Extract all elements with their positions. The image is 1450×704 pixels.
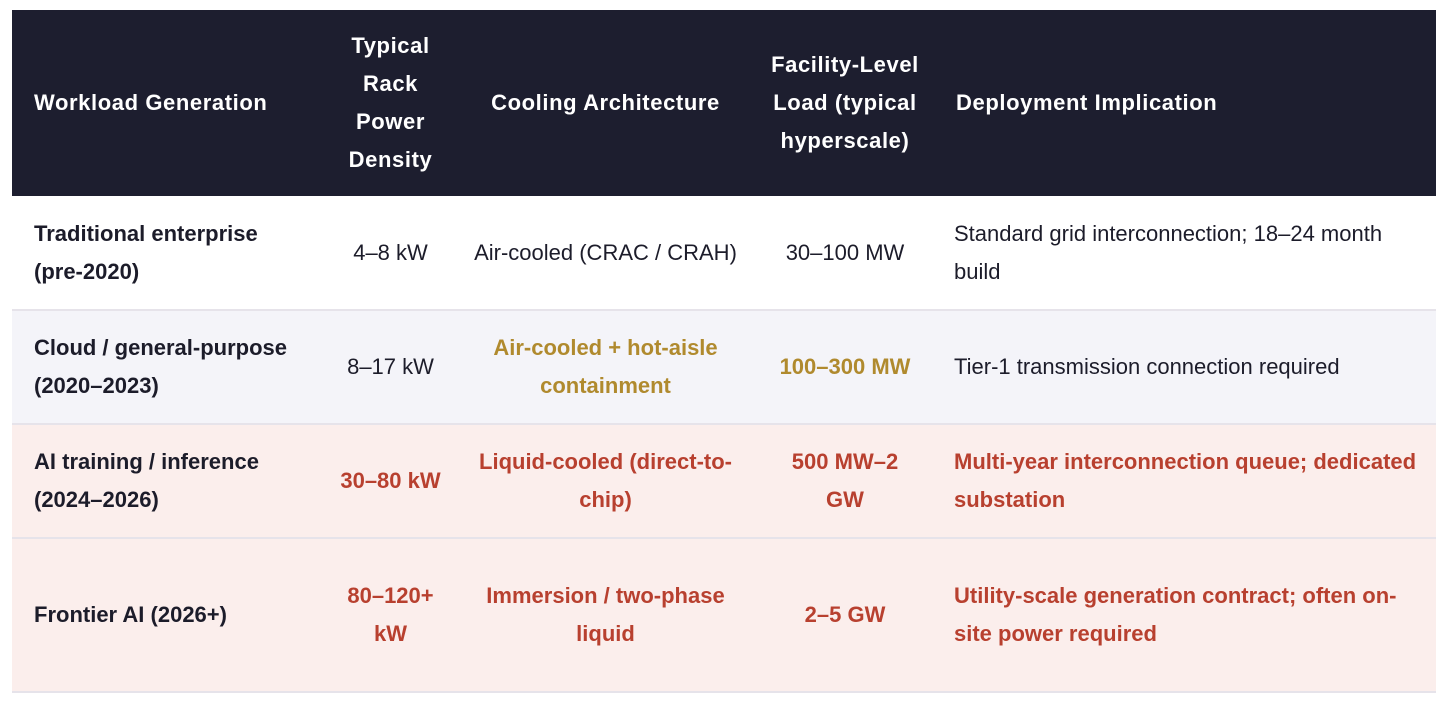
cell-implication: Tier-1 transmission connection required [934, 310, 1436, 425]
cell-workload: Cloud / general-purpose (2020–2023) [12, 310, 326, 425]
cell-cooling: Air-cooled (CRAC / CRAH) [455, 196, 756, 311]
table-header: Workload Generation Typical Rack Power D… [12, 10, 1436, 196]
table-row: Cloud / general-purpose (2020–2023) 8–17… [12, 310, 1436, 425]
table-row: AI training / inference (2024–2026) 30–8… [12, 424, 1436, 539]
table-row: Traditional enterprise (pre-2020) 4–8 kW… [12, 196, 1436, 311]
cell-cooling: Air-cooled + hot-aisle containment [455, 310, 756, 425]
cell-rack-density: 30–80 kW [326, 424, 455, 539]
cell-rack-density: 4–8 kW [326, 196, 455, 311]
table-body: Traditional enterprise (pre-2020) 4–8 kW… [12, 196, 1436, 693]
header-rack-power-density: Typical Rack Power Density [348, 33, 433, 172]
cell-facility-load: 2–5 GW [756, 538, 934, 693]
cell-implication: Standard grid interconnection; 18–24 mon… [934, 196, 1436, 311]
cell-workload: AI training / inference (2024–2026) [12, 424, 326, 539]
cell-facility-load: 500 MW–2 GW [756, 424, 934, 539]
header-cooling-architecture: Cooling Architecture [491, 90, 720, 115]
header-deployment-implication: Deployment Implication [956, 90, 1218, 115]
header-facility-level-load: Facility-Level Load (typical hyperscale) [771, 52, 919, 153]
header-row: Workload Generation Typical Rack Power D… [12, 10, 1436, 196]
cell-rack-density: 8–17 kW [326, 310, 455, 425]
workload-comparison-table: Workload Generation Typical Rack Power D… [12, 10, 1436, 693]
cell-workload: Frontier AI (2026+) [12, 538, 326, 693]
table-row: Frontier AI (2026+) 80–120+ kW Immersion… [12, 538, 1436, 693]
cell-implication: Utility-scale generation contract; often… [934, 538, 1436, 693]
comparison-table-wrapper: Workload Generation Typical Rack Power D… [12, 10, 1436, 693]
cell-rack-density: 80–120+ kW [326, 538, 455, 693]
cell-implication: Multi-year interconnection queue; dedica… [934, 424, 1436, 539]
cell-cooling: Liquid-cooled (direct-to-chip) [455, 424, 756, 539]
cell-facility-load: 100–300 MW [756, 310, 934, 425]
cell-cooling: Immersion / two-phase liquid [455, 538, 756, 693]
cell-workload: Traditional enterprise (pre-2020) [12, 196, 326, 311]
header-workload-generation: Workload Generation [34, 90, 268, 115]
cell-facility-load: 30–100 MW [756, 196, 934, 311]
